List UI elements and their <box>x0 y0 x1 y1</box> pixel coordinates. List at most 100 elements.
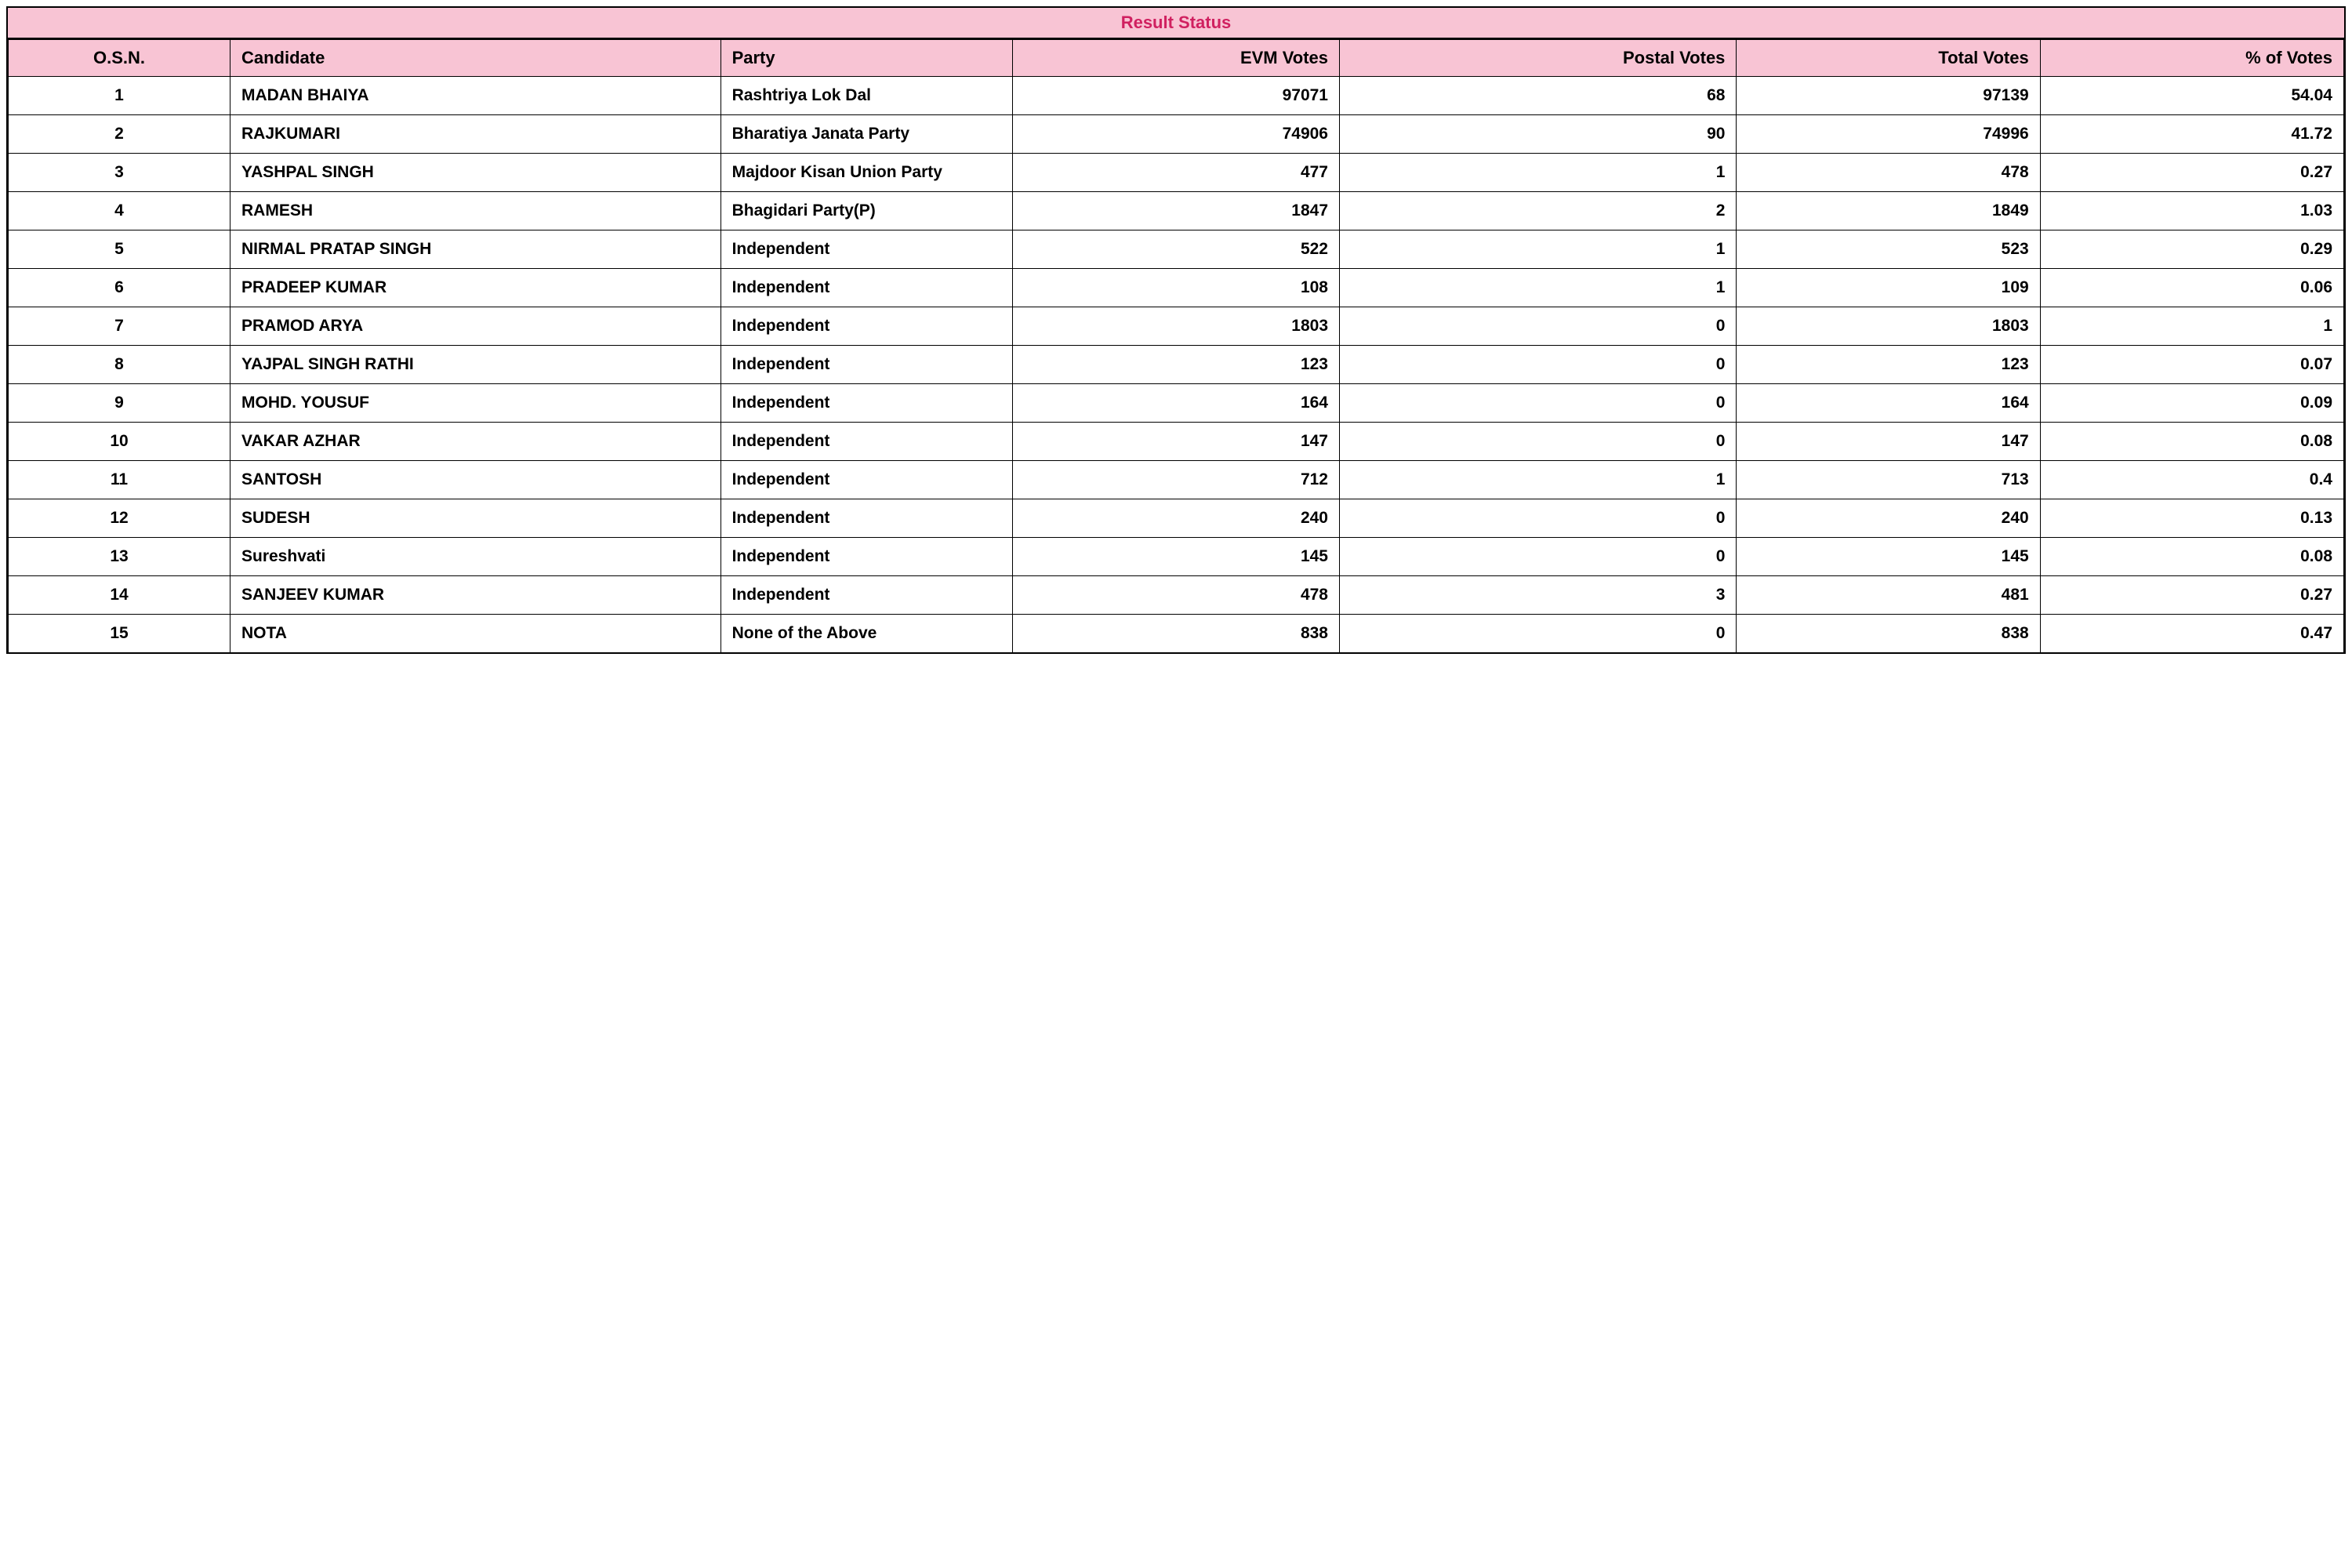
cell-total: 523 <box>1737 230 2040 269</box>
cell-total: 97139 <box>1737 77 2040 115</box>
cell-total: 1849 <box>1737 192 2040 230</box>
cell-postal: 68 <box>1340 77 1737 115</box>
cell-total: 164 <box>1737 384 2040 423</box>
cell-evm: 240 <box>1012 499 1339 538</box>
cell-osn: 7 <box>9 307 230 346</box>
table-row: 1MADAN BHAIYARashtriya Lok Dal9707168971… <box>9 77 2344 115</box>
cell-evm: 108 <box>1012 269 1339 307</box>
cell-postal: 0 <box>1340 499 1737 538</box>
cell-total: 713 <box>1737 461 2040 499</box>
cell-postal: 1 <box>1340 269 1737 307</box>
cell-pct: 0.29 <box>2040 230 2343 269</box>
cell-evm: 1803 <box>1012 307 1339 346</box>
col-header-evm: EVM Votes <box>1012 40 1339 77</box>
cell-postal: 0 <box>1340 307 1737 346</box>
cell-pct: 0.47 <box>2040 615 2343 653</box>
cell-osn: 2 <box>9 115 230 154</box>
cell-osn: 9 <box>9 384 230 423</box>
cell-party: Independent <box>720 538 1012 576</box>
cell-osn: 10 <box>9 423 230 461</box>
cell-pct: 0.08 <box>2040 423 2343 461</box>
cell-postal: 0 <box>1340 423 1737 461</box>
cell-evm: 147 <box>1012 423 1339 461</box>
table-row: 10VAKAR AZHARIndependent14701470.08 <box>9 423 2344 461</box>
cell-party: Bhagidari Party(P) <box>720 192 1012 230</box>
table-row: 6PRADEEP KUMARIndependent10811090.06 <box>9 269 2344 307</box>
cell-party: Independent <box>720 499 1012 538</box>
panel-title: Result Status <box>8 8 2344 39</box>
col-header-party: Party <box>720 40 1012 77</box>
cell-evm: 712 <box>1012 461 1339 499</box>
cell-evm: 164 <box>1012 384 1339 423</box>
cell-evm: 74906 <box>1012 115 1339 154</box>
cell-postal: 2 <box>1340 192 1737 230</box>
cell-candidate: SANJEEV KUMAR <box>230 576 721 615</box>
cell-osn: 1 <box>9 77 230 115</box>
cell-pct: 0.27 <box>2040 154 2343 192</box>
cell-candidate: PRAMOD ARYA <box>230 307 721 346</box>
cell-party: Independent <box>720 576 1012 615</box>
cell-osn: 3 <box>9 154 230 192</box>
table-header-row: O.S.N. Candidate Party EVM Votes Postal … <box>9 40 2344 77</box>
cell-candidate: YAJPAL SINGH RATHI <box>230 346 721 384</box>
cell-party: None of the Above <box>720 615 1012 653</box>
results-tbody: 1MADAN BHAIYARashtriya Lok Dal9707168971… <box>9 77 2344 653</box>
cell-party: Independent <box>720 269 1012 307</box>
table-row: 11SANTOSHIndependent71217130.4 <box>9 461 2344 499</box>
cell-total: 147 <box>1737 423 2040 461</box>
cell-candidate: RAJKUMARI <box>230 115 721 154</box>
cell-pct: 0.4 <box>2040 461 2343 499</box>
cell-total: 109 <box>1737 269 2040 307</box>
cell-osn: 13 <box>9 538 230 576</box>
cell-party: Independent <box>720 230 1012 269</box>
cell-evm: 477 <box>1012 154 1339 192</box>
cell-candidate: YASHPAL SINGH <box>230 154 721 192</box>
cell-evm: 478 <box>1012 576 1339 615</box>
cell-postal: 0 <box>1340 538 1737 576</box>
table-row: 7PRAMOD ARYAIndependent1803018031 <box>9 307 2344 346</box>
cell-party: Independent <box>720 384 1012 423</box>
cell-candidate: VAKAR AZHAR <box>230 423 721 461</box>
cell-candidate: RAMESH <box>230 192 721 230</box>
cell-postal: 90 <box>1340 115 1737 154</box>
cell-total: 1803 <box>1737 307 2040 346</box>
cell-osn: 15 <box>9 615 230 653</box>
cell-evm: 1847 <box>1012 192 1339 230</box>
table-row: 15NOTANone of the Above83808380.47 <box>9 615 2344 653</box>
cell-candidate: MOHD. YOUSUF <box>230 384 721 423</box>
cell-party: Independent <box>720 423 1012 461</box>
cell-party: Bharatiya Janata Party <box>720 115 1012 154</box>
table-row: 5NIRMAL PRATAP SINGHIndependent52215230.… <box>9 230 2344 269</box>
cell-candidate: Sureshvati <box>230 538 721 576</box>
cell-candidate: NOTA <box>230 615 721 653</box>
cell-osn: 5 <box>9 230 230 269</box>
cell-postal: 1 <box>1340 461 1737 499</box>
col-header-candidate: Candidate <box>230 40 721 77</box>
cell-osn: 8 <box>9 346 230 384</box>
cell-evm: 838 <box>1012 615 1339 653</box>
cell-total: 145 <box>1737 538 2040 576</box>
cell-osn: 12 <box>9 499 230 538</box>
cell-pct: 0.09 <box>2040 384 2343 423</box>
cell-evm: 97071 <box>1012 77 1339 115</box>
cell-total: 838 <box>1737 615 2040 653</box>
cell-pct: 0.08 <box>2040 538 2343 576</box>
cell-total: 478 <box>1737 154 2040 192</box>
table-row: 4RAMESHBhagidari Party(P)1847218491.03 <box>9 192 2344 230</box>
cell-party: Independent <box>720 461 1012 499</box>
col-header-osn: O.S.N. <box>9 40 230 77</box>
cell-postal: 0 <box>1340 615 1737 653</box>
table-row: 9MOHD. YOUSUFIndependent16401640.09 <box>9 384 2344 423</box>
result-status-panel: Result Status O.S.N. Candidate Party EVM… <box>6 6 2346 654</box>
cell-pct: 0.07 <box>2040 346 2343 384</box>
cell-osn: 6 <box>9 269 230 307</box>
cell-evm: 522 <box>1012 230 1339 269</box>
table-row: 8YAJPAL SINGH RATHIIndependent12301230.0… <box>9 346 2344 384</box>
table-row: 12SUDESHIndependent24002400.13 <box>9 499 2344 538</box>
cell-pct: 1 <box>2040 307 2343 346</box>
table-row: 13SureshvatiIndependent14501450.08 <box>9 538 2344 576</box>
cell-party: Independent <box>720 346 1012 384</box>
col-header-total: Total Votes <box>1737 40 2040 77</box>
cell-osn: 11 <box>9 461 230 499</box>
cell-total: 481 <box>1737 576 2040 615</box>
